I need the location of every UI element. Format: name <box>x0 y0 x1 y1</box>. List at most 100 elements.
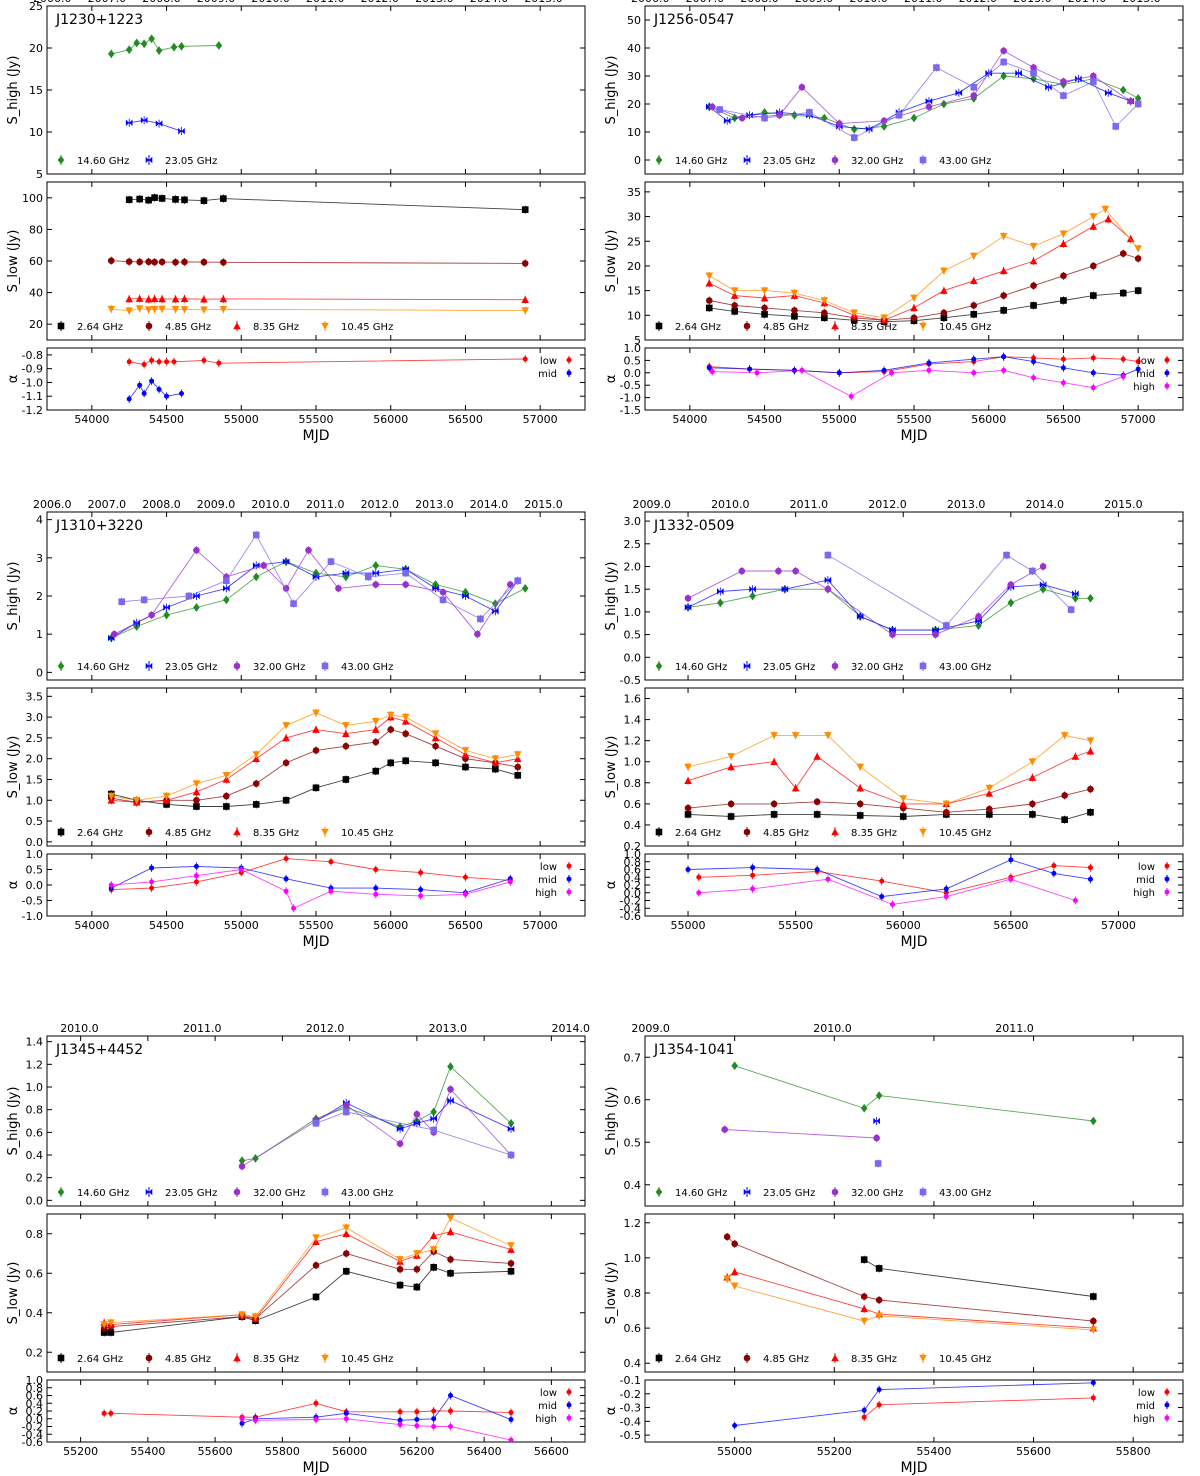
data-point <box>507 1242 515 1250</box>
legend-marker <box>743 1354 751 1362</box>
series-line-1460GHz <box>241 1065 512 1162</box>
legend-marker <box>831 1354 839 1362</box>
series-line-1045GHz <box>709 208 1139 319</box>
year-tick-label: 2014.0 <box>1068 0 1107 5</box>
data-point <box>342 1101 350 1109</box>
y-tick-label: 1.0 <box>624 606 642 619</box>
data-point <box>717 588 724 595</box>
series-line-3200GHz <box>241 1088 512 1167</box>
high-data <box>107 34 223 136</box>
chart-J1332-0509: 2009.0 2010.0 2011.0 2012.0 2013.0 2014.0 2015… <box>604 498 1184 950</box>
y-tick-label: 0.4 <box>624 871 642 884</box>
legend-marker <box>1164 370 1170 376</box>
y-tick-label: -0.4 <box>620 902 641 915</box>
legend-label: high <box>1133 1414 1155 1425</box>
legend-marker <box>145 662 153 670</box>
data-point <box>955 89 963 97</box>
series-line-485GHz <box>111 729 518 803</box>
data-point <box>446 1227 455 1236</box>
year-tick-label: 2010.0 <box>251 0 290 5</box>
data-point <box>144 306 153 314</box>
data-point <box>1030 64 1037 71</box>
data-point <box>413 1283 421 1291</box>
series-line-264GHz <box>111 760 518 807</box>
data-point <box>860 1317 868 1325</box>
data-point <box>431 1424 437 1429</box>
data-point <box>684 811 692 818</box>
data-point <box>162 792 171 800</box>
chart-title: J1256-0547 <box>653 12 734 28</box>
legend-label: 43.00 GHz <box>341 1188 393 1199</box>
data-point <box>429 1231 438 1240</box>
data-point <box>1072 590 1079 598</box>
data-point <box>313 1417 319 1423</box>
data-point <box>386 711 395 719</box>
alpha-data <box>706 352 1141 401</box>
alpha-panel: -0.6-0.4-0.20.00.20.40.60.81.0 55000 55500… <box>620 848 1184 932</box>
low-data <box>723 1232 1098 1334</box>
data-point <box>1072 593 1079 603</box>
data-point <box>145 196 152 204</box>
data-point <box>975 617 982 625</box>
legend-marker <box>1164 357 1170 363</box>
data-point <box>461 747 470 755</box>
data-point <box>372 767 380 775</box>
data-point <box>727 763 735 771</box>
data-point <box>220 258 227 266</box>
series-line-835GHz <box>111 716 518 803</box>
data-point <box>731 1061 738 1071</box>
data-point <box>342 1229 351 1238</box>
data-point <box>856 763 864 771</box>
legend-label: high <box>535 1414 557 1425</box>
y-tick-label: 0 <box>634 154 641 167</box>
data-point <box>396 1266 404 1273</box>
data-point <box>705 304 713 312</box>
data-point <box>824 585 832 593</box>
data-point <box>761 311 768 318</box>
data-point <box>716 106 724 113</box>
data-point <box>107 634 115 642</box>
y-tick-label: 100 <box>22 192 43 205</box>
series-line-2305GHz <box>129 119 182 132</box>
y-tick-label: 0.8 <box>624 777 642 790</box>
legend-marker <box>1164 383 1170 389</box>
legend-marker <box>1164 889 1170 895</box>
year-tick-label: 2014.0 <box>470 0 509 5</box>
data-point <box>1001 354 1007 360</box>
data-point <box>813 798 821 806</box>
low-data <box>705 205 1142 326</box>
data-point <box>1086 737 1095 745</box>
data-point <box>238 1163 246 1170</box>
data-point <box>879 894 885 900</box>
data-point <box>193 546 200 554</box>
data-point <box>781 585 789 593</box>
data-point <box>1030 302 1037 309</box>
data-point <box>283 876 289 882</box>
data-point <box>514 763 522 771</box>
y-tick-label: 0.8 <box>26 1382 44 1395</box>
x-tick-label: 55000 <box>717 1445 752 1458</box>
y-tick-label: 1.0 <box>26 794 44 807</box>
data-point <box>158 295 166 303</box>
series-line-1045GHz <box>111 712 518 801</box>
low-frame <box>644 687 1184 847</box>
data-point <box>1086 747 1095 755</box>
data-point <box>107 49 115 59</box>
data-point <box>291 905 297 911</box>
data-point <box>1003 551 1010 559</box>
data-point <box>776 111 783 119</box>
legend-label: 2.64 GHz <box>77 322 123 333</box>
legend-marker <box>831 1188 839 1196</box>
data-point <box>149 378 155 384</box>
data-point <box>342 1267 350 1275</box>
y-tick-label: 1.6 <box>624 693 642 706</box>
data-point <box>328 859 334 865</box>
legend-marker <box>1164 1389 1170 1395</box>
data-point <box>932 626 939 634</box>
legend-label: mid <box>538 369 557 380</box>
series-line-264GHz <box>709 290 1139 323</box>
data-point <box>448 1408 453 1414</box>
legend-marker <box>566 1415 572 1421</box>
y-label-alpha: α <box>604 375 619 384</box>
legend-marker <box>743 156 751 164</box>
